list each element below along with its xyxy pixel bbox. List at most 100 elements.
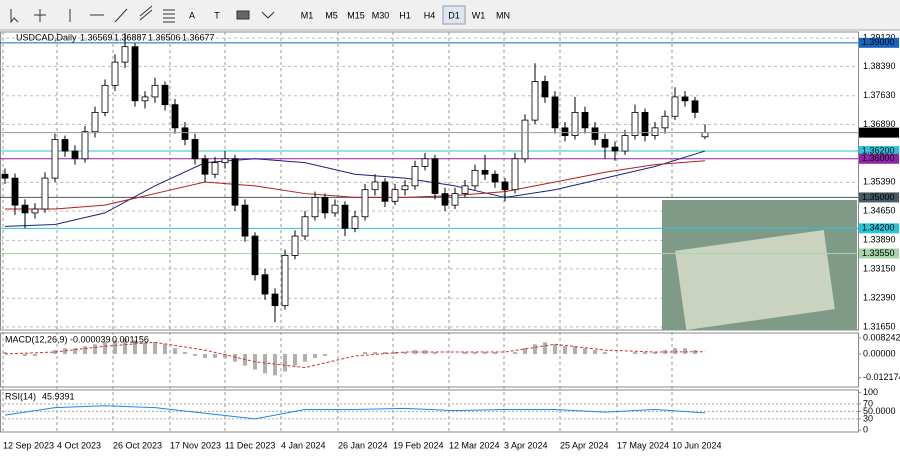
candle-body [702, 133, 708, 137]
timeframe-button[interactable]: MN [496, 10, 510, 20]
y-tick-label: -0.012174 [863, 372, 900, 382]
candle-body [622, 136, 628, 151]
candle-body [132, 47, 138, 101]
macd-bar [93, 344, 97, 354]
level-label: 1.35000 [862, 192, 895, 202]
candle-body [212, 163, 218, 175]
candle-body [672, 97, 678, 116]
candle-body [332, 205, 338, 213]
macd-bar [33, 354, 37, 356]
level-label: 1.36000 [862, 153, 895, 163]
macd-bar [173, 348, 177, 354]
candle-body [302, 217, 308, 236]
macd-bar [673, 348, 677, 354]
candle-body [342, 205, 348, 228]
candle-body [82, 132, 88, 159]
macd-bar [563, 346, 567, 354]
x-tick-label: 26 Jan 2024 [338, 440, 388, 450]
timeframe-button[interactable]: M30 [372, 10, 390, 20]
macd-bar [363, 352, 367, 354]
y-tick-label: 1.34650 [863, 205, 896, 215]
candle-body [352, 217, 358, 229]
candle-body [612, 147, 618, 151]
macd-bar [573, 346, 577, 354]
candle-body [482, 170, 488, 174]
candle-body [382, 182, 388, 201]
macd-bar [263, 354, 267, 373]
macd-bar [83, 346, 87, 354]
ohlc-value: 1.36506 [148, 32, 181, 42]
candle-body [182, 128, 188, 140]
macd-bar [533, 344, 537, 354]
label-icon[interactable] [237, 11, 249, 19]
timeframe-button[interactable]: M5 [325, 10, 338, 20]
candle-body [2, 174, 8, 178]
candle-body [242, 205, 248, 236]
macd-bar [163, 344, 167, 354]
macd-bar [193, 354, 197, 356]
x-tick-label: 17 May 2024 [617, 440, 669, 450]
candle-body [662, 116, 668, 128]
y-tick-label: 100 [863, 387, 878, 397]
timeframe-button[interactable]: M1 [301, 10, 314, 20]
candle-body [42, 178, 48, 209]
candle-body [362, 190, 368, 217]
candle-body [162, 85, 168, 104]
candle-body [222, 159, 228, 163]
macd-bar [183, 352, 187, 354]
y-tick-label: 1.35390 [863, 177, 896, 187]
candle-body [682, 97, 688, 101]
candle-body [422, 159, 428, 167]
y-tick-label: 0.008242 [863, 332, 900, 342]
macd-bar [23, 354, 27, 356]
candle-body [62, 139, 68, 151]
y-tick-label: 1.37630 [863, 90, 896, 100]
candle-body [652, 128, 658, 136]
y-tick-label: 1.32390 [863, 293, 896, 303]
macd-bar [543, 342, 547, 354]
timeframe-button[interactable]: W1 [472, 10, 486, 20]
text-tool[interactable]: T [214, 10, 220, 20]
macd-bar [203, 354, 207, 358]
candle-body [112, 62, 118, 85]
candle-body [472, 170, 478, 185]
y-tick-label: 0.00000 [863, 348, 896, 358]
timeframe-button[interactable]: H4 [424, 10, 436, 20]
candle-body [372, 182, 378, 190]
candle-body [462, 186, 468, 194]
candle-body [22, 205, 28, 213]
x-tick-label: 17 Nov 2023 [170, 440, 221, 450]
ohlc-value: 1.36677 [182, 32, 215, 42]
x-tick-label: 4 Jan 2024 [281, 440, 326, 450]
timeframe-button[interactable]: M15 [347, 10, 365, 20]
candle-body [292, 236, 298, 255]
pane-title: MACD(12,26,9) [5, 334, 68, 344]
candle-body [272, 294, 278, 306]
macd-bar [683, 348, 687, 354]
timeframe-button[interactable]: D1 [448, 10, 460, 20]
chart-title: USDCAD,Daily [16, 32, 77, 42]
x-tick-label: 12 Sep 2023 [3, 440, 54, 450]
timeframe-button[interactable]: H1 [399, 10, 411, 20]
candle-body [32, 209, 38, 213]
macd-bar [283, 354, 287, 371]
candle-body [262, 275, 268, 294]
macd-bar [313, 354, 317, 358]
candle-body [92, 112, 98, 131]
y-tick-label: 1.38390 [863, 61, 896, 71]
candle-body [632, 112, 638, 135]
macd-bar [583, 348, 587, 354]
candle-body [442, 194, 448, 206]
x-tick-label: 3 Apr 2024 [504, 440, 548, 450]
candle-body [502, 182, 508, 190]
candle-body [452, 194, 458, 206]
text-tool[interactable]: A [189, 10, 195, 20]
candle-body [572, 112, 578, 135]
macd-bar [603, 352, 607, 354]
candle-body [252, 236, 258, 275]
macd-bar [633, 352, 637, 354]
candle-body [202, 159, 208, 174]
candle-body [512, 159, 518, 190]
y-tick-label: 0 [863, 425, 868, 435]
